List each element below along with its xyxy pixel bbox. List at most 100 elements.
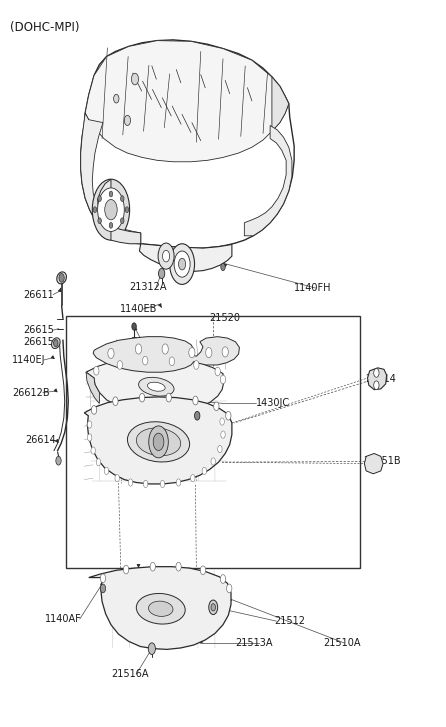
Circle shape bbox=[100, 584, 106, 593]
Circle shape bbox=[114, 95, 119, 103]
Circle shape bbox=[174, 251, 190, 277]
Circle shape bbox=[150, 562, 155, 571]
Text: 1140AF: 1140AF bbox=[45, 614, 82, 624]
Circle shape bbox=[140, 393, 145, 402]
Circle shape bbox=[125, 206, 129, 212]
Ellipse shape bbox=[139, 377, 174, 396]
Circle shape bbox=[108, 348, 114, 358]
Circle shape bbox=[227, 584, 232, 593]
Ellipse shape bbox=[136, 593, 185, 624]
Text: 21312A: 21312A bbox=[130, 281, 167, 292]
Text: (DOHC-MPI): (DOHC-MPI) bbox=[10, 21, 80, 34]
Circle shape bbox=[59, 273, 64, 282]
Circle shape bbox=[189, 348, 195, 358]
Polygon shape bbox=[364, 454, 383, 474]
Circle shape bbox=[222, 347, 228, 357]
Circle shape bbox=[124, 116, 131, 126]
Circle shape bbox=[211, 458, 215, 465]
Circle shape bbox=[220, 574, 226, 583]
Circle shape bbox=[215, 367, 220, 376]
Circle shape bbox=[98, 188, 124, 231]
Circle shape bbox=[221, 263, 225, 270]
Circle shape bbox=[176, 562, 181, 571]
Circle shape bbox=[91, 447, 95, 454]
Ellipse shape bbox=[148, 382, 165, 391]
Circle shape bbox=[91, 406, 97, 414]
Text: 21513A: 21513A bbox=[235, 638, 273, 648]
Circle shape bbox=[194, 361, 199, 369]
Ellipse shape bbox=[128, 422, 190, 462]
Circle shape bbox=[94, 366, 99, 375]
Text: 1430JC: 1430JC bbox=[256, 398, 290, 409]
Text: 26100: 26100 bbox=[158, 251, 189, 261]
Circle shape bbox=[200, 566, 206, 574]
Circle shape bbox=[87, 434, 92, 441]
Circle shape bbox=[218, 446, 222, 453]
Polygon shape bbox=[86, 358, 224, 413]
Text: 26612B: 26612B bbox=[12, 387, 50, 398]
Circle shape bbox=[117, 361, 123, 369]
Polygon shape bbox=[84, 397, 232, 484]
Circle shape bbox=[124, 565, 129, 574]
Text: 26611: 26611 bbox=[23, 289, 54, 300]
Circle shape bbox=[143, 356, 148, 365]
Circle shape bbox=[162, 344, 168, 354]
Circle shape bbox=[160, 481, 165, 488]
Polygon shape bbox=[85, 41, 289, 162]
Polygon shape bbox=[81, 40, 294, 248]
Circle shape bbox=[202, 467, 206, 475]
Circle shape bbox=[144, 481, 148, 488]
Circle shape bbox=[169, 357, 174, 366]
Circle shape bbox=[98, 196, 101, 201]
Circle shape bbox=[190, 475, 195, 482]
Circle shape bbox=[220, 375, 226, 384]
Circle shape bbox=[162, 250, 169, 262]
Polygon shape bbox=[272, 77, 289, 132]
Circle shape bbox=[221, 431, 225, 438]
Circle shape bbox=[206, 348, 212, 358]
Circle shape bbox=[105, 199, 117, 220]
Ellipse shape bbox=[149, 601, 173, 616]
Circle shape bbox=[132, 323, 136, 330]
Circle shape bbox=[214, 402, 219, 411]
Text: 1140FZ: 1140FZ bbox=[129, 364, 165, 374]
Circle shape bbox=[169, 244, 194, 284]
Text: 21451B: 21451B bbox=[363, 457, 401, 467]
Circle shape bbox=[226, 411, 231, 420]
Text: 22143A: 22143A bbox=[122, 385, 159, 395]
Circle shape bbox=[209, 600, 218, 614]
Polygon shape bbox=[89, 566, 231, 649]
Polygon shape bbox=[368, 368, 387, 390]
Text: 21514: 21514 bbox=[365, 374, 396, 385]
Circle shape bbox=[56, 457, 61, 465]
Circle shape bbox=[149, 643, 155, 654]
Circle shape bbox=[93, 206, 97, 212]
Circle shape bbox=[194, 411, 200, 420]
Text: 1140EB: 1140EB bbox=[120, 304, 157, 314]
Ellipse shape bbox=[57, 272, 66, 284]
Polygon shape bbox=[244, 126, 292, 236]
Circle shape bbox=[211, 603, 215, 611]
Circle shape bbox=[149, 426, 168, 458]
Text: 21512: 21512 bbox=[275, 616, 306, 626]
Text: 21520: 21520 bbox=[210, 313, 241, 323]
Circle shape bbox=[176, 479, 181, 486]
Circle shape bbox=[100, 574, 106, 582]
Circle shape bbox=[120, 218, 124, 224]
Polygon shape bbox=[140, 244, 232, 271]
Bar bbox=[66, 316, 360, 568]
Polygon shape bbox=[93, 337, 240, 372]
Text: 26615: 26615 bbox=[23, 337, 54, 347]
Circle shape bbox=[115, 475, 120, 482]
Circle shape bbox=[92, 179, 130, 240]
Circle shape bbox=[98, 218, 101, 224]
Circle shape bbox=[120, 196, 124, 201]
Circle shape bbox=[113, 397, 118, 406]
Circle shape bbox=[96, 459, 101, 466]
Ellipse shape bbox=[52, 338, 60, 348]
Text: 26614: 26614 bbox=[25, 435, 56, 445]
Circle shape bbox=[158, 268, 165, 278]
Circle shape bbox=[166, 393, 171, 402]
Circle shape bbox=[178, 258, 186, 270]
Circle shape bbox=[153, 433, 164, 451]
